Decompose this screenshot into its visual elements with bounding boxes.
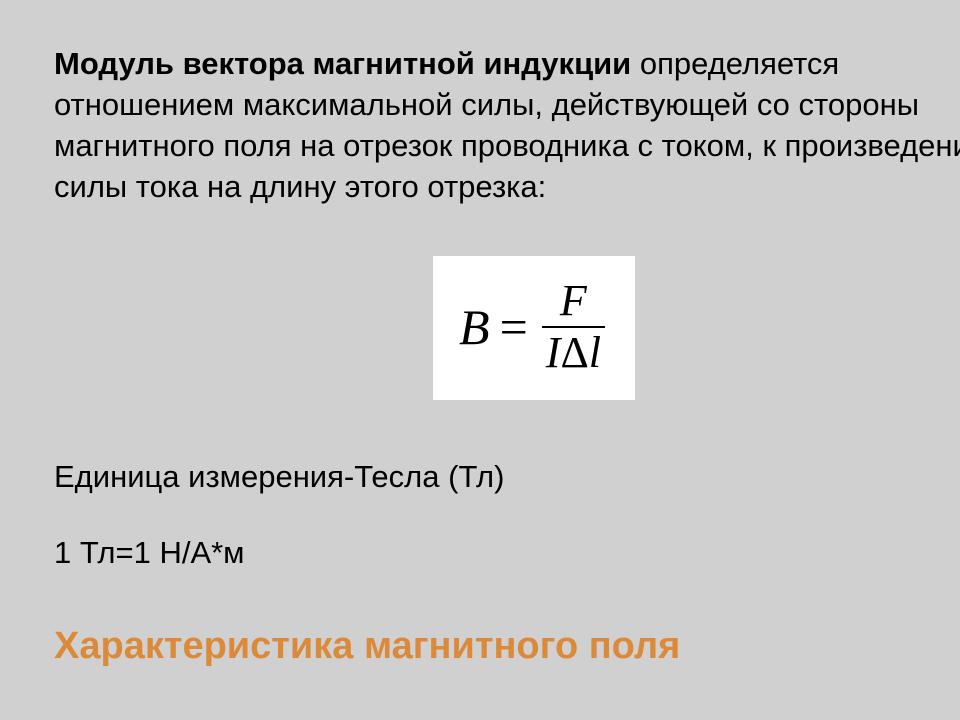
formula-box: B = F IΔl	[433, 256, 635, 400]
formula-container: B = F IΔl	[54, 256, 960, 400]
denom-delta: Δ	[560, 328, 588, 377]
formula-lhs: B	[459, 298, 490, 356]
definition-paragraph: Модуль вектора магнитной индукции опреде…	[54, 44, 960, 208]
definition-term: Модуль вектора магнитной индукции	[54, 46, 631, 81]
slide-background-title: Характеристика магнитного поля	[54, 625, 680, 668]
slide-content: Модуль вектора магнитной индукции опреде…	[54, 44, 960, 574]
denom-l: l	[589, 328, 601, 377]
unit-relation: 1 Тл=1 Н/А*м	[54, 532, 960, 574]
denom-I: I	[546, 328, 561, 377]
unit-label: Единица измерения-Тесла (Тл)	[54, 456, 960, 498]
formula-numerator: F	[554, 278, 593, 326]
formula-denominator: IΔl	[542, 328, 605, 376]
formula-equals: =	[500, 298, 528, 356]
formula-fraction: F IΔl	[542, 278, 605, 376]
